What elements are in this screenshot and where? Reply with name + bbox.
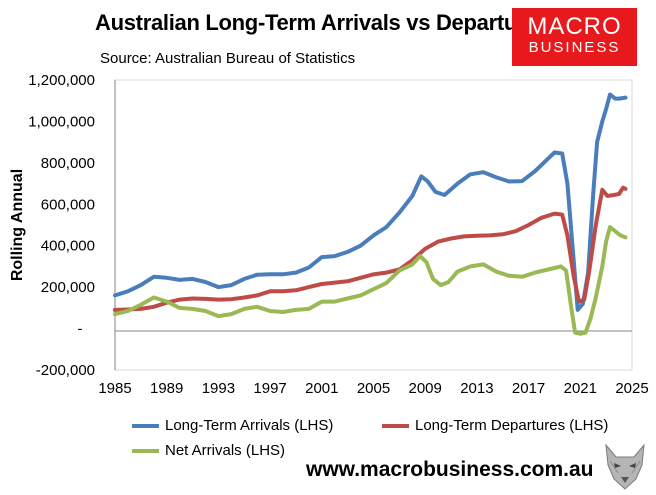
plot-area: [114, 79, 633, 371]
legend-swatch-departures: [382, 423, 409, 428]
legend-swatch-net: [132, 448, 159, 453]
y-tick-label: -: [78, 321, 83, 338]
macro-business-logo: MACRO BUSINESS: [512, 8, 637, 66]
legend-item-arrivals: Long-Term Arrivals (LHS): [132, 417, 333, 434]
logo-line-1: MACRO: [527, 13, 622, 40]
x-tick-label: 2021: [564, 380, 597, 397]
x-tick-label: 2017: [512, 380, 545, 397]
x-tick-label: 2005: [357, 380, 390, 397]
x-tick-label: 2013: [460, 380, 493, 397]
chart-title: Australian Long-Term Arrivals vs Departu…: [95, 10, 550, 35]
y-tick-label: 1,200,000: [28, 72, 95, 89]
y-axis-label: Rolling Annual: [9, 169, 26, 281]
legend-label-departures: Long-Term Departures (LHS): [415, 417, 609, 434]
y-tick-label: 400,000: [41, 238, 95, 255]
x-tick-label: 2025: [615, 380, 648, 397]
x-tick-label: 1985: [98, 380, 131, 397]
y-tick-label: 800,000: [41, 155, 95, 172]
website-url[interactable]: www.macrobusiness.com.au: [306, 458, 594, 481]
chart-source: Source: Australian Bureau of Statistics: [100, 50, 356, 67]
series-lines: [113, 92, 628, 336]
series-line-2: [113, 225, 628, 336]
series-line-1: [113, 185, 628, 312]
x-tick-label: 2009: [409, 380, 442, 397]
y-tick-label: -200,000: [36, 362, 95, 379]
legend-item-net: Net Arrivals (LHS): [132, 442, 285, 459]
x-tick-label: 1997: [253, 380, 286, 397]
legend-label-arrivals: Long-Term Arrivals (LHS): [165, 417, 334, 434]
x-tick-label: 2001: [305, 380, 338, 397]
legend-swatch-arrivals: [132, 423, 159, 428]
logo-line-2: BUSINESS: [528, 39, 621, 56]
x-tick-label: 1989: [150, 380, 183, 397]
y-tick-label: 1,000,000: [28, 113, 95, 130]
x-tick-labels: 1985 1989 1993 1997 2001 2005 2009 2013 2017 2021…: [98, 380, 648, 397]
wolf-logo-icon: [605, 443, 645, 490]
y-tick-labels: 1,200,000 1,000,000 800,000 600,000 400,000 2…: [28, 72, 95, 379]
legend-label-net: Net Arrivals (LHS): [165, 442, 286, 459]
y-tick-label: 200,000: [41, 279, 95, 296]
y-tick-label: 600,000: [41, 196, 95, 213]
x-tick-label: 1993: [202, 380, 235, 397]
legend-item-departures: Long-Term Departures (LHS): [382, 417, 608, 434]
